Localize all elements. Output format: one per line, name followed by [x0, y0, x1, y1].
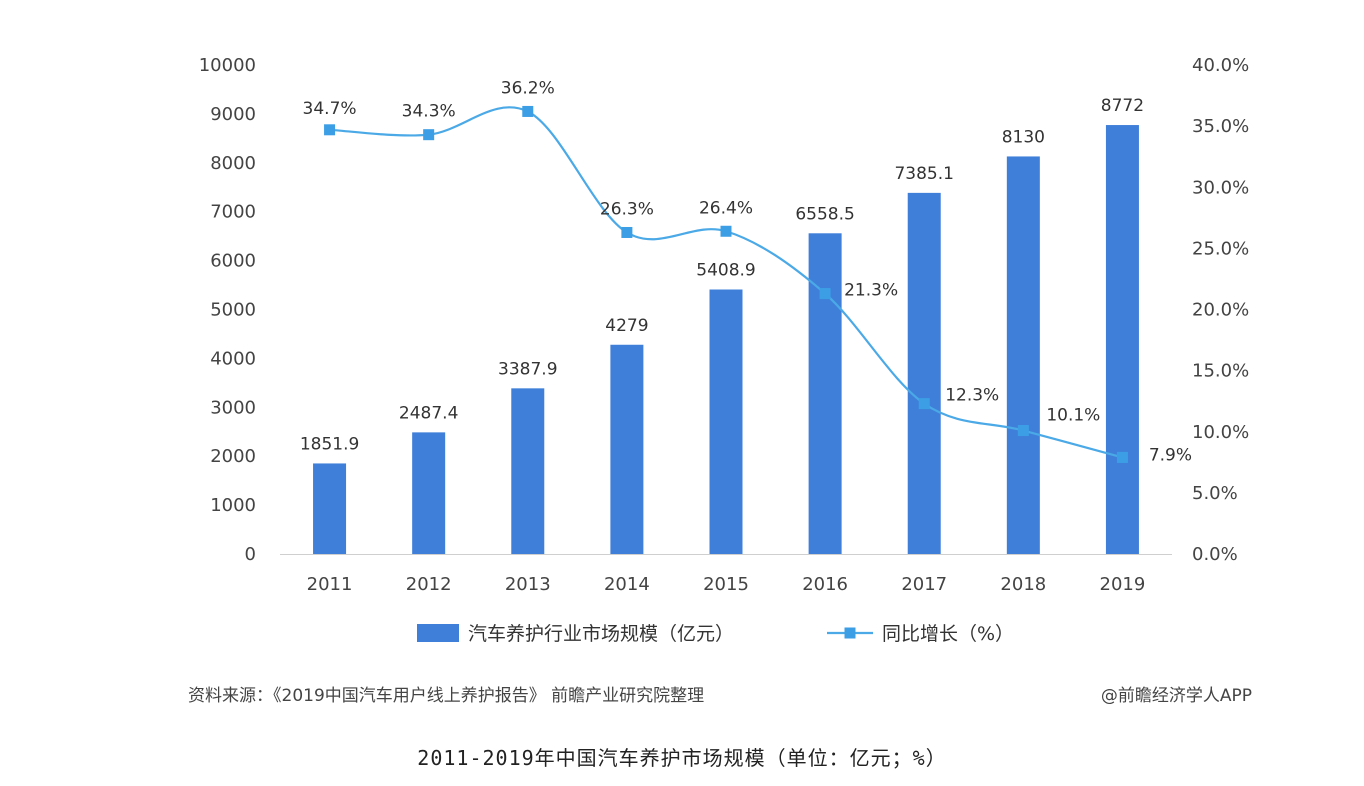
- line-point: [522, 105, 534, 117]
- y-right-tick-label: 30.0%: [1192, 177, 1249, 198]
- y-right-tick-label: 15.0%: [1192, 361, 1249, 382]
- legend-swatch-marker: [844, 627, 856, 639]
- x-tick-label: 2013: [505, 574, 551, 595]
- line-value-label: 26.3%: [600, 199, 654, 219]
- bar: [907, 192, 941, 555]
- y-right-tick-label: 40.0%: [1192, 55, 1249, 76]
- line-point: [621, 226, 633, 238]
- y-right-tick-label: 0.0%: [1192, 544, 1238, 565]
- line-value-label: 12.3%: [945, 386, 999, 406]
- bar-value-label: 7385.1: [894, 164, 953, 184]
- y-left-tick-label: 3000: [210, 397, 256, 418]
- brand-credit: @前瞻经济学人APP: [1100, 686, 1252, 706]
- bar: [313, 463, 347, 554]
- bar: [808, 233, 842, 554]
- bar: [610, 344, 644, 554]
- legend-label-bar: 汽车养护行业市场规模（亿元）: [468, 623, 734, 645]
- y-left-tick-label: 10000: [199, 55, 256, 76]
- y-left-tick-label: 4000: [210, 348, 256, 369]
- bar-value-label: 1851.9: [300, 434, 359, 454]
- line-value-label: 7.9%: [1149, 445, 1192, 465]
- source-note: 资料来源：《2019中国汽车用户线上养护报告》 前瞻产业研究院整理: [188, 686, 705, 706]
- y-left-tick-label: 7000: [210, 202, 256, 223]
- y-left-tick-label: 5000: [210, 300, 256, 321]
- x-tick-label: 2016: [802, 574, 848, 595]
- line-point: [819, 288, 831, 300]
- bar-value-label: 8772: [1101, 96, 1144, 116]
- line-point: [423, 129, 435, 141]
- x-tick-label: 2011: [307, 574, 353, 595]
- line-point: [1116, 451, 1128, 463]
- y-left-tick-label: 6000: [210, 251, 256, 272]
- x-tick-label: 2012: [406, 574, 452, 595]
- y-left-tick-label: 1000: [210, 495, 256, 516]
- line-value-label: 36.2%: [501, 78, 555, 98]
- x-tick-label: 2017: [901, 574, 947, 595]
- y-left-tick-label: 9000: [210, 104, 256, 125]
- line-point: [324, 124, 336, 136]
- bar: [511, 388, 545, 554]
- figure-caption: 2011-2019年中国汽车养护市场规模（单位：亿元；%）: [417, 746, 947, 770]
- line-value-label: 34.3%: [402, 102, 456, 122]
- x-tick-label: 2018: [1000, 574, 1046, 595]
- legend-label-line: 同比增长（%）: [882, 623, 1014, 645]
- bar-value-label: 4279: [605, 316, 648, 336]
- bar-value-label: 6558.5: [795, 204, 854, 224]
- line-point: [918, 398, 930, 410]
- bar: [709, 289, 743, 554]
- line-value-label: 34.7%: [303, 99, 357, 119]
- bar-value-label: 8130: [1002, 127, 1045, 147]
- line-value-label: 26.4%: [699, 198, 753, 218]
- line-point: [1017, 425, 1029, 437]
- x-tick-label: 2014: [604, 574, 650, 595]
- y-right-tick-label: 20.0%: [1192, 300, 1249, 321]
- y-right-tick-label: 10.0%: [1192, 422, 1249, 443]
- y-right-tick-label: 35.0%: [1192, 116, 1249, 137]
- x-tick-label: 2015: [703, 574, 749, 595]
- y-right-tick-label: 5.0%: [1192, 483, 1238, 504]
- bar-value-label: 5408.9: [696, 261, 755, 281]
- x-tick-label: 2019: [1100, 574, 1146, 595]
- line-value-label: 21.3%: [844, 281, 898, 301]
- bar-value-label: 3387.9: [498, 359, 557, 379]
- y-left-tick-label: 2000: [210, 446, 256, 467]
- bar: [1105, 125, 1139, 555]
- bar: [412, 432, 446, 554]
- bar-value-label: 2487.4: [399, 403, 458, 423]
- line-point: [720, 225, 732, 237]
- legend-swatch-bar: [417, 624, 459, 642]
- y-right-tick-label: 25.0%: [1192, 238, 1249, 259]
- y-left-tick-label: 8000: [210, 153, 256, 174]
- line-value-label: 10.1%: [1046, 406, 1100, 426]
- y-left-tick-label: 0: [245, 544, 256, 565]
- combo-chart: 0 1000 2000 3000 4000 5000 6000 7000 8000 9000 100…: [199, 55, 1249, 645]
- bar: [1006, 156, 1040, 554]
